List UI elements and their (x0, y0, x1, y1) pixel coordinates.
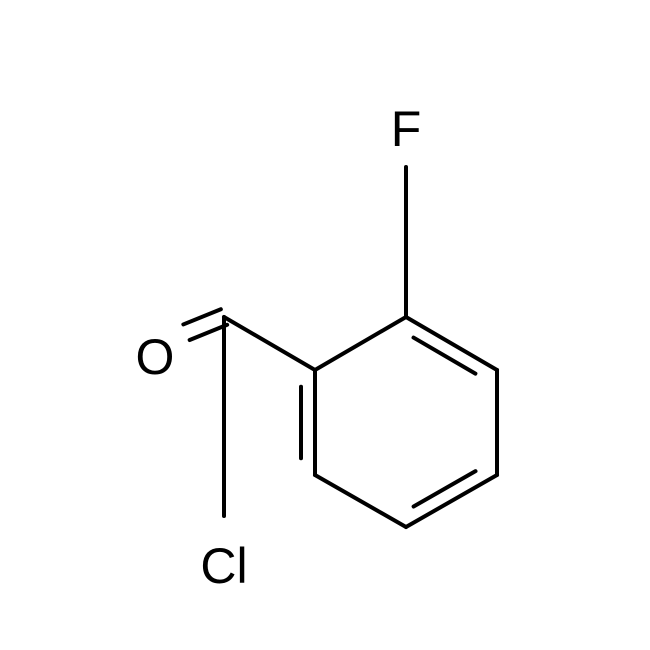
molecule-diagram: F O Cl (0, 0, 650, 650)
cl-atom-label: Cl (200, 538, 247, 594)
f-atom-label: F (391, 101, 422, 157)
o-atom-label: O (136, 329, 175, 385)
